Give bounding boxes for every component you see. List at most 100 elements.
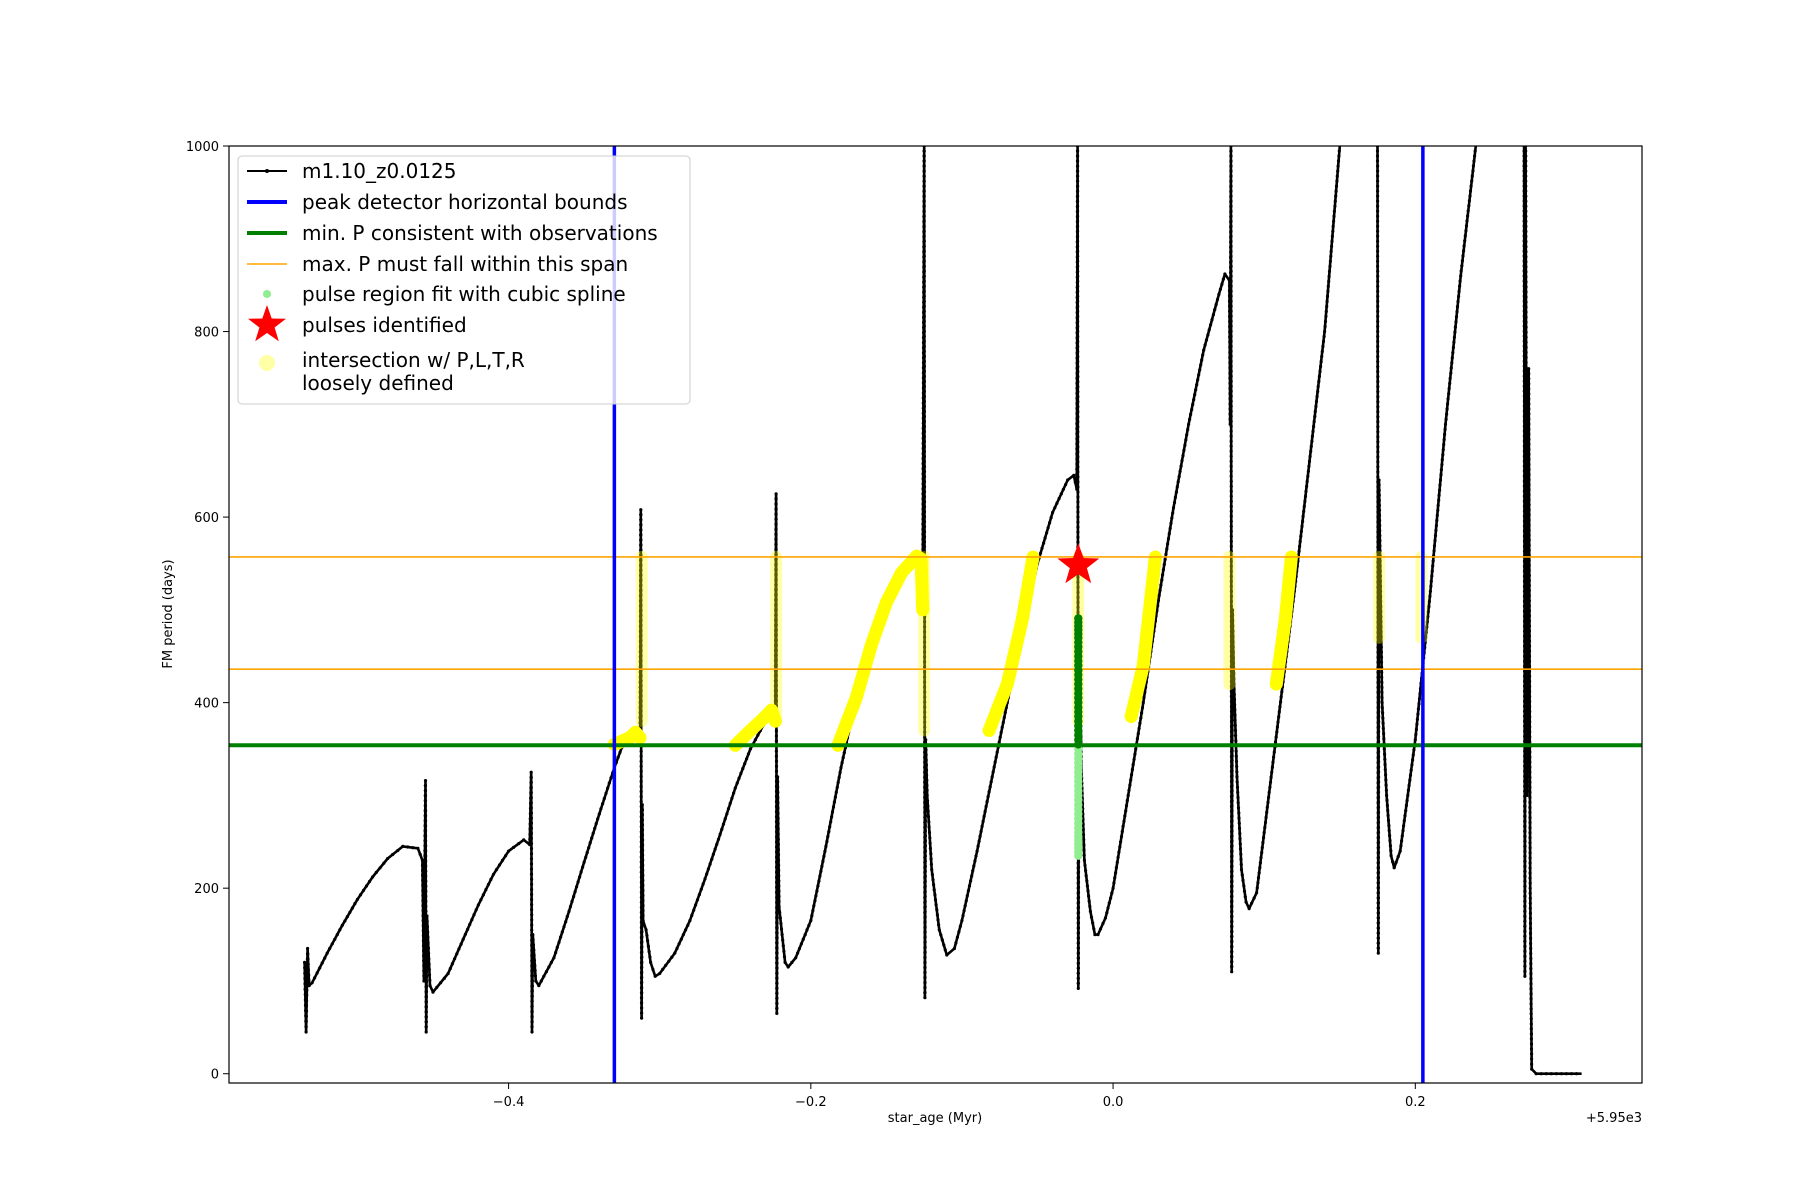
model-point xyxy=(1250,901,1254,905)
model-point xyxy=(841,756,845,760)
model-point xyxy=(774,628,778,632)
model-point xyxy=(1376,820,1381,824)
model-point xyxy=(988,785,992,789)
model-point xyxy=(971,869,975,873)
model-point xyxy=(640,813,645,817)
model-point xyxy=(1524,396,1528,400)
model-point xyxy=(1229,354,1233,358)
model-point xyxy=(455,952,459,956)
model-point xyxy=(992,765,996,769)
model-point xyxy=(1376,440,1380,444)
model-point xyxy=(1524,149,1528,153)
model-point xyxy=(1206,333,1210,337)
model-point xyxy=(1529,951,1533,956)
model-point xyxy=(1229,344,1233,348)
model-point xyxy=(424,1015,428,1019)
legend-label: m1.10_z0.0125 xyxy=(302,159,457,183)
model-point xyxy=(1082,853,1086,857)
model-point xyxy=(1229,309,1233,313)
model-point xyxy=(775,926,779,930)
model-point xyxy=(1376,845,1381,850)
model-point xyxy=(1232,682,1236,686)
model-point xyxy=(980,824,984,828)
model-point xyxy=(1525,758,1529,762)
model-point xyxy=(1376,194,1380,198)
model-point xyxy=(774,542,778,546)
model-point xyxy=(830,815,834,819)
model-point xyxy=(1377,493,1381,497)
model-point xyxy=(639,704,643,708)
model-point xyxy=(1076,485,1080,489)
model-point xyxy=(1229,209,1233,213)
model-point xyxy=(923,680,927,684)
model-point xyxy=(1524,169,1528,173)
model-point xyxy=(1376,259,1380,263)
model-point xyxy=(1527,639,1532,643)
model-point xyxy=(775,855,779,860)
model-point xyxy=(1528,926,1533,931)
model-point xyxy=(927,825,931,829)
model-point xyxy=(1045,531,1049,535)
model-point xyxy=(1330,239,1334,243)
model-point xyxy=(641,878,645,882)
model-point xyxy=(424,839,428,843)
model-point xyxy=(1137,726,1141,731)
model-point xyxy=(639,618,643,623)
model-point xyxy=(537,984,541,988)
model-point xyxy=(1236,806,1241,810)
model-point xyxy=(1231,613,1235,617)
model-point xyxy=(1525,773,1529,777)
model-point xyxy=(985,800,989,804)
model-point xyxy=(641,843,645,847)
model-point xyxy=(1230,754,1234,758)
model-point xyxy=(1076,610,1080,614)
model-point xyxy=(1230,799,1234,803)
model-point xyxy=(1076,870,1081,874)
model-point xyxy=(923,725,927,729)
model-point xyxy=(994,755,998,759)
model-point xyxy=(338,928,342,932)
model-point xyxy=(304,1030,308,1034)
model-point xyxy=(1376,269,1380,273)
model-point xyxy=(803,933,807,937)
loose-intersection-band xyxy=(1269,550,1298,691)
model-point xyxy=(1280,690,1284,694)
model-point xyxy=(923,965,927,969)
model-point xyxy=(1165,547,1169,551)
model-point xyxy=(507,849,511,853)
model-point xyxy=(922,364,927,368)
model-point xyxy=(921,527,925,531)
model-point xyxy=(923,670,927,674)
model-point xyxy=(1230,829,1234,833)
model-point xyxy=(1376,184,1380,188)
model-point xyxy=(1304,489,1308,493)
model-point xyxy=(923,910,927,914)
model-point xyxy=(530,1020,534,1024)
model-point xyxy=(975,849,979,853)
model-point xyxy=(1229,384,1233,388)
model-point xyxy=(1298,539,1302,544)
model-point xyxy=(725,812,729,816)
model-point xyxy=(817,879,821,883)
model-point xyxy=(1112,881,1116,885)
model-point xyxy=(1201,353,1205,357)
model-point xyxy=(530,989,534,993)
model-point xyxy=(1523,909,1527,913)
model-point xyxy=(922,319,926,323)
model-point xyxy=(1231,650,1235,654)
model-point xyxy=(1040,546,1044,550)
model-point xyxy=(424,1020,428,1024)
model-point xyxy=(1256,881,1260,885)
model-point xyxy=(1389,854,1393,858)
model-point xyxy=(1076,390,1080,394)
model-point xyxy=(1229,534,1233,538)
model-point xyxy=(1076,490,1080,494)
model-point xyxy=(581,865,585,869)
model-point xyxy=(1235,775,1239,779)
model-point xyxy=(1459,269,1463,273)
model-point xyxy=(1376,825,1381,829)
model-point xyxy=(1527,397,1531,401)
model-point xyxy=(1527,382,1531,386)
model-point xyxy=(780,933,784,937)
model-point xyxy=(1528,856,1532,860)
